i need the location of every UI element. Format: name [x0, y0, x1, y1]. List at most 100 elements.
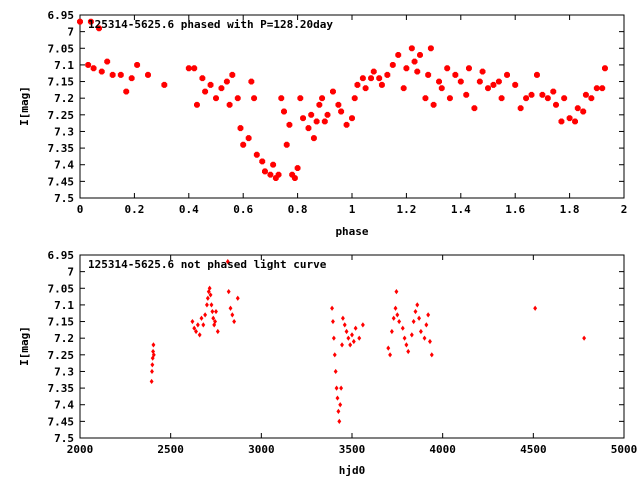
phased-y-tick-label: 6.95 [48, 9, 75, 22]
phased-x-tick-label: 0 [77, 203, 84, 216]
unphased-data-point [393, 305, 398, 311]
phased-y-tick-label: 7.1 [54, 59, 74, 72]
phased-data-point [490, 81, 497, 88]
phased-data-point [504, 71, 510, 78]
unphased-data-point [342, 322, 347, 328]
unphased-data-point [400, 325, 405, 331]
phased-data-point [498, 95, 505, 102]
phased-data-point [128, 75, 135, 82]
unphased-x-tick-label: 3000 [248, 443, 275, 456]
unphased-data-point [413, 308, 418, 315]
phased-data-point [430, 101, 437, 108]
unphased-data-point [203, 312, 208, 318]
unphased-data-point [339, 385, 344, 391]
phased-data-point [199, 75, 206, 82]
unphased-data-point [225, 259, 230, 265]
unphased-x-tick-label: 4500 [520, 443, 547, 456]
unphased-ticks: 2000 2500 3000 3500 4000 4500 5000 6.95 7 7.05 7.1… [48, 249, 638, 456]
phased-data-point [248, 78, 255, 85]
phased-x-tick-label: 2 [621, 203, 628, 216]
phased-data-point [85, 61, 92, 68]
phased-data-point [523, 95, 530, 102]
unphased-data-point [331, 318, 335, 325]
unphased-data-point [207, 285, 212, 291]
phased-data-point [517, 105, 524, 112]
phased-data-point [384, 71, 391, 78]
unphased-data-point [344, 328, 349, 335]
unphased-light-curve-panel: 2000 2500 3000 3500 4000 4500 5000 6.95 7 7.05 7.1… [18, 249, 637, 477]
phased-data-point [378, 81, 385, 88]
phased-data-point [553, 101, 559, 108]
unphased-data-point [338, 402, 343, 408]
unphased-data-point [151, 348, 156, 355]
unphased-y-tick-label: 7.05 [48, 282, 75, 295]
phased-data-point [291, 175, 298, 181]
unphased-data-point [346, 335, 351, 341]
phased-data-point [259, 158, 266, 165]
phased-data-point [321, 118, 328, 125]
phased-data-point [330, 88, 336, 95]
phased-data-point [123, 88, 130, 95]
phased-data-point [422, 95, 429, 102]
phased-data-point [281, 108, 287, 115]
unphased-data-point [228, 305, 233, 311]
unphased-y-tick-label: 7.35 [48, 382, 75, 395]
unphased-data-point [357, 335, 362, 341]
unphased-x-tick-label: 4000 [429, 443, 456, 456]
unphased-data-point [150, 368, 154, 375]
unphased-data-point [386, 345, 391, 351]
phased-data-point [446, 95, 453, 102]
phased-data-point [229, 71, 236, 78]
unphased-y-tick-label: 7.5 [54, 432, 74, 445]
unphased-data-point [406, 348, 411, 355]
phased-y-tick-label: 7.15 [48, 76, 75, 89]
phased-data-point [550, 88, 557, 95]
phased-data-point [561, 95, 568, 102]
unphased-x-tick-label: 2500 [157, 443, 184, 456]
phased-ticks: 0 0.2 0.4 0.6 0.8 1 1.2 1.4 1.6 1.8 2 6.95 7 7.05 7.1 7… [48, 9, 628, 216]
phased-data-point [237, 125, 244, 132]
unphased-data-point [424, 322, 429, 328]
phased-y-tick-label: 7.4 [54, 159, 74, 172]
phased-data-point [335, 101, 342, 108]
phased-data-point [240, 141, 247, 148]
unphased-data-point [215, 328, 220, 335]
unphased-data-point [350, 332, 354, 338]
phased-x-tick-label: 1.8 [560, 203, 580, 216]
phased-y-tick-label: 7.45 [48, 175, 75, 188]
phased-data-point [300, 115, 306, 122]
phased-data-point [457, 78, 464, 85]
unphased-y-tick-label: 7.15 [48, 316, 75, 329]
phased-data-point [253, 151, 260, 158]
unphased-y-tick-label: 7.2 [54, 332, 74, 345]
unphased-data-point [340, 315, 345, 321]
unphased-data-point [395, 312, 400, 318]
phased-data-point [512, 81, 519, 88]
unphased-y-tick-label: 7.45 [48, 415, 75, 428]
phased-data-point [278, 95, 285, 102]
phased-data-point [534, 71, 540, 78]
unphased-data-point [409, 332, 414, 338]
phased-data-point [145, 71, 151, 78]
phased-data-point [574, 105, 581, 112]
phased-data-point [324, 111, 331, 118]
phased-data-point [87, 18, 94, 25]
phased-data-point [275, 171, 282, 178]
unphased-data-point [201, 322, 206, 328]
phased-plot-frame [79, 14, 625, 199]
unphased-plot-frame [79, 254, 625, 439]
unphased-data-point [330, 305, 334, 311]
unphased-data-point [230, 312, 235, 318]
phased-light-curve-panel: 0 0.2 0.4 0.6 0.8 1 1.2 1.4 1.6 1.8 2 6.95 7 7.05 7.1 7… [18, 9, 627, 238]
unphased-data-point [336, 408, 341, 414]
unphased-data-point [333, 368, 338, 375]
phased-data-point [117, 71, 124, 78]
phased-data-point [588, 95, 595, 102]
unphased-data-point [348, 342, 353, 348]
phased-data-points [77, 18, 608, 181]
phased-data-point [572, 118, 578, 125]
phased-data-point [463, 91, 470, 98]
phased-y-tick-label: 7.3 [54, 125, 74, 138]
unphased-data-point [418, 328, 423, 335]
